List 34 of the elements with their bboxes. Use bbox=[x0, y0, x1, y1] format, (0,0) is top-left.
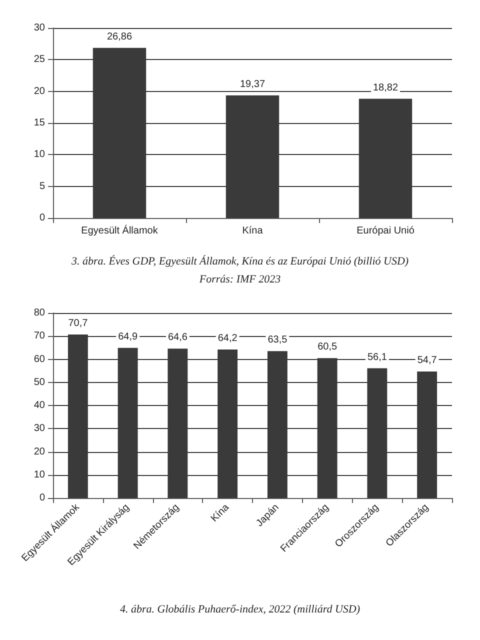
y-tick-label: 70 bbox=[34, 330, 46, 342]
data-label: 70,7 bbox=[68, 318, 88, 330]
y-tick-label: 10 bbox=[34, 149, 46, 160]
text: Forrás: IMF 2023 bbox=[198, 274, 282, 286]
text: 4. ábra. Globális Puhaerő-index, 2022 (milliárd USD) bbox=[120, 604, 360, 616]
data-label: 19,37 bbox=[240, 78, 266, 90]
data-label: 64,9 bbox=[118, 331, 138, 342]
y-tick-label: 10 bbox=[34, 469, 46, 480]
text: 3. ábra. Éves GDP, Egyesült Államok, Kína és az Európai Unió (billió USD) bbox=[70, 254, 409, 268]
y-tick-label: 30 bbox=[34, 423, 46, 434]
y-tick-label: 20 bbox=[34, 446, 46, 458]
data-label: 64,6 bbox=[168, 332, 188, 344]
data-label: 54,7 bbox=[417, 355, 438, 366]
y-tick-label: 0 bbox=[39, 492, 46, 504]
data-label: 56,1 bbox=[367, 352, 388, 363]
y-tick-label: 25 bbox=[34, 54, 46, 66]
y-tick-label: 15 bbox=[34, 118, 46, 128]
x-tick-label: Kína bbox=[209, 502, 232, 524]
x-tick-label: Kína bbox=[242, 226, 264, 236]
data-label: 26,86 bbox=[106, 31, 132, 42]
data-label: 60,5 bbox=[318, 342, 338, 353]
y-tick-label: 5 bbox=[39, 180, 46, 192]
y-tick-label: 30 bbox=[34, 22, 46, 34]
data-label: 18,82 bbox=[372, 82, 398, 94]
x-tick-label: Európai Unió bbox=[356, 226, 415, 236]
y-tick-label: 20 bbox=[34, 86, 46, 97]
y-tick-label: 80 bbox=[34, 308, 46, 318]
x-tick-label: Egyesült Államok bbox=[81, 224, 159, 236]
y-tick-label: 40 bbox=[34, 400, 46, 411]
data-label: 64,2 bbox=[218, 333, 238, 344]
y-tick-label: 60 bbox=[34, 354, 46, 365]
data-label: 63,5 bbox=[268, 334, 288, 346]
y-tick-label: 50 bbox=[34, 376, 46, 388]
y-tick-label: 0 bbox=[39, 212, 46, 224]
